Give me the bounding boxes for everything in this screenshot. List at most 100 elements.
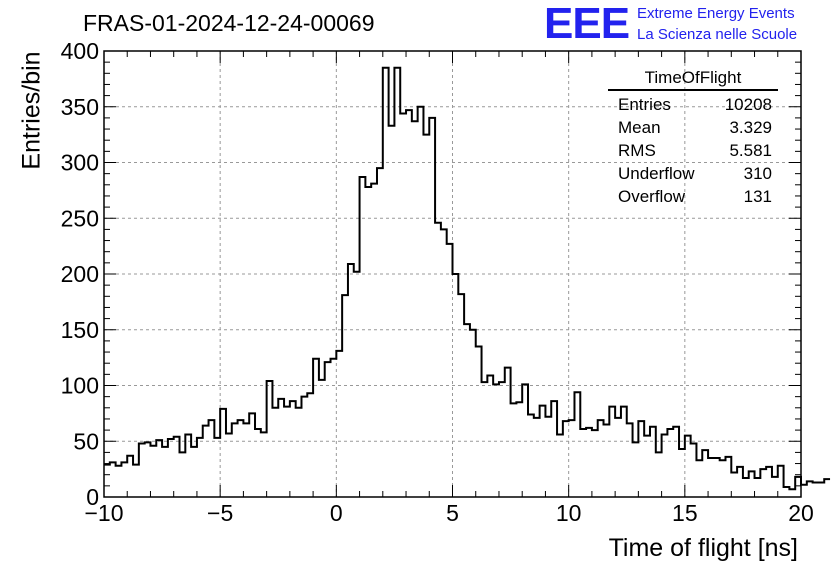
- histogram-bin: [824, 479, 830, 497]
- run-title: FRAS-01-2024-12-24-00069: [83, 10, 375, 36]
- histogram-bin: [673, 427, 679, 497]
- histogram-bin: [574, 392, 580, 497]
- x-tick-label: 0: [330, 500, 343, 526]
- stats-row-mean: Mean 3.329: [608, 116, 778, 139]
- histogram-bin: [325, 362, 331, 497]
- histogram-bin: [505, 368, 511, 497]
- histogram-bin: [511, 403, 517, 497]
- histogram-bin: [238, 420, 244, 497]
- histogram-bin: [493, 384, 499, 497]
- x-tick-label: 20: [788, 500, 814, 526]
- histogram-bin: [743, 478, 749, 497]
- x-tick-label: −5: [207, 500, 233, 526]
- y-tick-label: 0: [86, 484, 99, 510]
- histogram-bin: [307, 393, 313, 497]
- histogram-bin: [313, 359, 319, 497]
- histogram-bin: [755, 478, 761, 497]
- histogram-bin: [168, 439, 174, 497]
- histogram-bin: [772, 477, 778, 497]
- y-tick-label: 200: [61, 261, 99, 287]
- histogram-bin: [319, 380, 325, 497]
- histogram-bin: [296, 408, 302, 497]
- histogram-bin: [110, 462, 116, 497]
- x-tick-label: 5: [446, 500, 459, 526]
- eee-logo: EEE Extreme Energy Events La Scienza nel…: [544, 0, 797, 48]
- histogram-bin: [813, 483, 819, 497]
- histogram-bin: [470, 330, 476, 497]
- histogram-bin: [371, 184, 377, 497]
- histogram-bin: [180, 452, 186, 497]
- histogram-bin: [487, 375, 493, 497]
- histogram-bin: [145, 442, 151, 497]
- histogram-bin: [243, 423, 249, 497]
- y-tick-label: 150: [61, 317, 99, 343]
- histogram-bin: [685, 436, 691, 497]
- histogram-bin: [348, 264, 354, 497]
- histogram-bin: [778, 466, 784, 497]
- x-tick-label: 10: [556, 500, 582, 526]
- histogram-bin: [389, 126, 395, 497]
- histogram-bin: [563, 421, 569, 497]
- histogram-bin: [342, 295, 348, 497]
- y-tick-label: 250: [61, 205, 99, 231]
- histogram-bin: [284, 407, 290, 497]
- histogram-bin: [586, 428, 592, 497]
- histogram-bin: [528, 414, 534, 497]
- histogram-bin: [708, 458, 714, 497]
- eee-logo-line1: Extreme Energy Events: [637, 5, 795, 22]
- histogram-bin: [691, 443, 697, 497]
- histogram-bin: [209, 420, 215, 497]
- stats-label: Entries: [618, 95, 671, 114]
- stats-row-entries: Entries 10208: [608, 93, 778, 116]
- x-axis-label: Time of flight [ns]: [608, 534, 798, 562]
- histogram-bin: [127, 456, 133, 497]
- histogram-bin: [331, 359, 337, 497]
- plot-frame: [103, 50, 802, 498]
- stats-value: 131: [743, 187, 772, 206]
- histogram-bin: [644, 436, 650, 497]
- histogram-bin: [290, 401, 296, 497]
- histogram-bin: [116, 466, 122, 497]
- histogram-bin: [197, 438, 203, 497]
- histogram-bin: [249, 413, 255, 497]
- stats-label: Underflow: [618, 164, 695, 183]
- histogram-bin: [569, 420, 575, 497]
- x-tick-label: 15: [672, 500, 698, 526]
- histogram-bin: [557, 435, 563, 497]
- histogram-bin: [592, 430, 598, 497]
- histogram-bin: [627, 423, 633, 497]
- stats-box: TimeOfFlight Entries 10208 Mean 3.329 RM…: [608, 68, 778, 208]
- stats-value: 310: [743, 164, 772, 183]
- histogram-bin: [499, 382, 505, 497]
- histogram-bin: [801, 485, 807, 497]
- histogram-bin: [150, 446, 156, 497]
- histogram-bin: [423, 135, 429, 497]
- histogram-bin: [795, 477, 801, 497]
- histogram-bin: [551, 401, 557, 497]
- histogram-bin: [545, 417, 551, 497]
- histogram-bin: [226, 433, 232, 497]
- histogram-bin: [818, 483, 824, 497]
- eee-logo-mark: EEE: [544, 0, 630, 48]
- histogram-bin: [278, 399, 284, 497]
- histogram-bin: [162, 447, 168, 497]
- histogram-bin: [633, 442, 639, 497]
- histogram-bin: [406, 110, 412, 497]
- histogram-bin: [267, 381, 273, 497]
- histogram-bin: [139, 443, 145, 497]
- histogram-series: [104, 66, 831, 491]
- histogram-bin: [232, 423, 238, 497]
- histogram-bin: [650, 427, 656, 497]
- histogram-bin: [104, 465, 110, 497]
- histogram-bin: [354, 272, 360, 497]
- histogram-bin: [261, 432, 267, 497]
- histogram-bin: [360, 177, 366, 497]
- histogram-bin: [383, 68, 389, 497]
- histogram-bin: [615, 418, 621, 497]
- histogram-bin: [720, 460, 726, 497]
- stats-value: 3.329: [729, 118, 772, 137]
- y-tick-label: 50: [73, 428, 99, 454]
- histogram-bin: [580, 429, 586, 497]
- stats-label: Mean: [618, 118, 661, 137]
- histogram-bin: [522, 384, 528, 497]
